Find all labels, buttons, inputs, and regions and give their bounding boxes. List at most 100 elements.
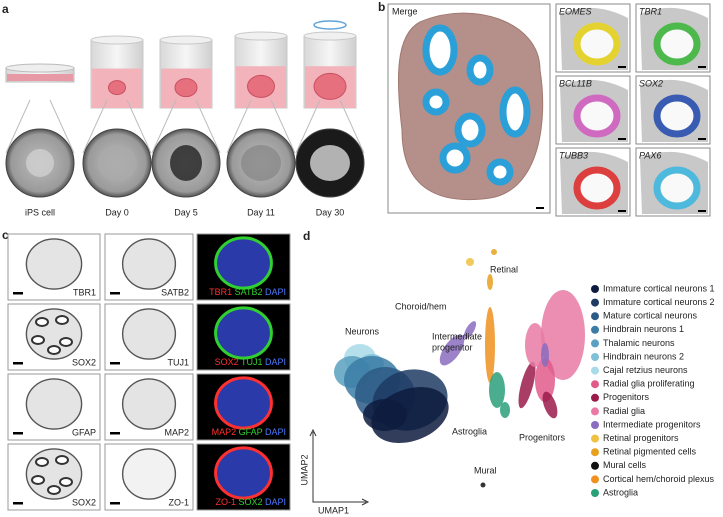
legend-label: Progenitors: [603, 392, 650, 402]
legend-label: Hindbrain neurons 2: [603, 351, 684, 361]
marker-label: TUBB3: [559, 150, 588, 160]
overlay-word: DAPI: [265, 287, 286, 297]
overlay-label: MAP2 GFAP DAPI: [212, 427, 286, 437]
marker-ring: [573, 94, 621, 138]
scale-bar: [13, 292, 23, 295]
overlay-word: DAPI: [265, 357, 286, 367]
zoom-lines: [5, 99, 75, 154]
legend-swatch: [591, 407, 599, 416]
overlay-tissue: [214, 306, 273, 360]
overlay-word: TUJ1: [241, 357, 265, 367]
legend-label: Mural cells: [603, 460, 647, 470]
scale-bar: [110, 362, 120, 365]
stain-label: TUJ1: [167, 357, 189, 367]
legend-swatch: [591, 461, 599, 470]
overlay-word: SATB2: [235, 287, 265, 297]
rosette: [499, 86, 531, 138]
overlay-tissue: [214, 376, 273, 430]
stain-label: GFAP: [72, 427, 96, 437]
overlay-tissue: [214, 236, 273, 290]
cluster-label: Astroglia: [452, 426, 487, 436]
stain-label: TBR1: [73, 287, 96, 297]
y-axis-label: UMAP2: [299, 454, 309, 485]
rosette: [454, 112, 486, 148]
marker-ring: [573, 166, 621, 210]
legend-swatch: [591, 489, 599, 497]
marker-ring: [653, 22, 701, 66]
scale-bar: [110, 432, 120, 435]
stain-label: MAP2: [164, 427, 189, 437]
zoom-lines: [295, 99, 365, 154]
tissue: [121, 238, 177, 290]
scale-bar: [618, 138, 626, 140]
zoom-lines: [151, 99, 221, 154]
legend-label: Astroglia: [603, 487, 638, 497]
legend-label: Radial glia proliferating: [603, 379, 695, 389]
micrograph-tissue: [97, 145, 137, 181]
rosette: [55, 455, 69, 465]
micrograph-tissue: [170, 145, 202, 181]
rosette: [59, 337, 73, 347]
legend-label: Retinal progenitors: [603, 433, 679, 443]
medium: [7, 74, 73, 81]
overlay-word: DAPI: [265, 427, 286, 437]
stage-label: Day 11: [247, 207, 275, 217]
organoid: [174, 78, 198, 98]
tube-top: [234, 31, 288, 41]
scale-bar: [618, 66, 626, 68]
cluster-cloud: [463, 321, 477, 339]
legend-swatch: [591, 353, 599, 361]
cluster-cloud: [485, 307, 495, 383]
overlay-word: GFAP: [239, 427, 265, 437]
stain-label: ZO-1: [168, 497, 189, 507]
tissue: [121, 308, 177, 360]
legend-swatch: [591, 434, 599, 443]
marker-label: TBR1: [639, 6, 662, 16]
overlay-word: SOX2: [238, 497, 265, 507]
cluster-cloud: [518, 361, 536, 409]
merge-label: Merge: [392, 6, 418, 16]
stain-label: SOX2: [72, 357, 96, 367]
overlay-label: TBR1 SATB2 DAPI: [209, 287, 286, 297]
tissue: [25, 378, 83, 430]
cluster-label: progenitor: [432, 342, 473, 352]
cluster-label: Retinal: [490, 264, 518, 274]
cluster-cloud: [439, 334, 465, 366]
rosette: [55, 315, 69, 325]
legend-swatch: [591, 285, 599, 293]
legend-swatch: [591, 380, 599, 389]
legend-swatch: [591, 312, 599, 321]
rosette: [59, 477, 73, 487]
overlay-label: SOX2 TUJ1 DAPI: [215, 357, 286, 367]
legend-label: Cortical hem/choroid plexus: [603, 474, 715, 484]
cluster-cloud: [541, 343, 549, 367]
legend-swatch: [591, 475, 599, 484]
marker-label: PAX6: [639, 150, 661, 160]
marker-ring: [573, 22, 621, 66]
organoid: [247, 74, 275, 98]
legend-swatch: [591, 339, 599, 348]
micrograph-tissue: [26, 149, 54, 177]
marker-label: BCL11B: [559, 78, 592, 88]
micrograph-tissue: [241, 145, 281, 181]
rosette: [47, 345, 61, 355]
rosette: [439, 142, 471, 174]
stage-label: Day 0: [105, 207, 129, 217]
panel-label: d: [303, 229, 310, 243]
tube-top: [159, 35, 213, 45]
rosette: [31, 335, 45, 345]
legend-label: Thalamic neurons: [603, 338, 675, 348]
legend-label: Immature cortical neurons 2: [603, 297, 715, 307]
scale-bar: [110, 292, 120, 295]
legend-label: Radial glia: [603, 406, 645, 416]
legend-label: Mature cortical neurons: [603, 311, 698, 321]
rosette: [422, 24, 458, 76]
scale-bar: [13, 362, 23, 365]
tissue: [121, 448, 177, 500]
overlay-word: MAP2: [212, 427, 239, 437]
overlay-word: ZO-1: [215, 497, 238, 507]
marker-label: SOX2: [639, 78, 663, 88]
legend-swatch: [591, 298, 599, 307]
scale-bar: [698, 138, 706, 140]
